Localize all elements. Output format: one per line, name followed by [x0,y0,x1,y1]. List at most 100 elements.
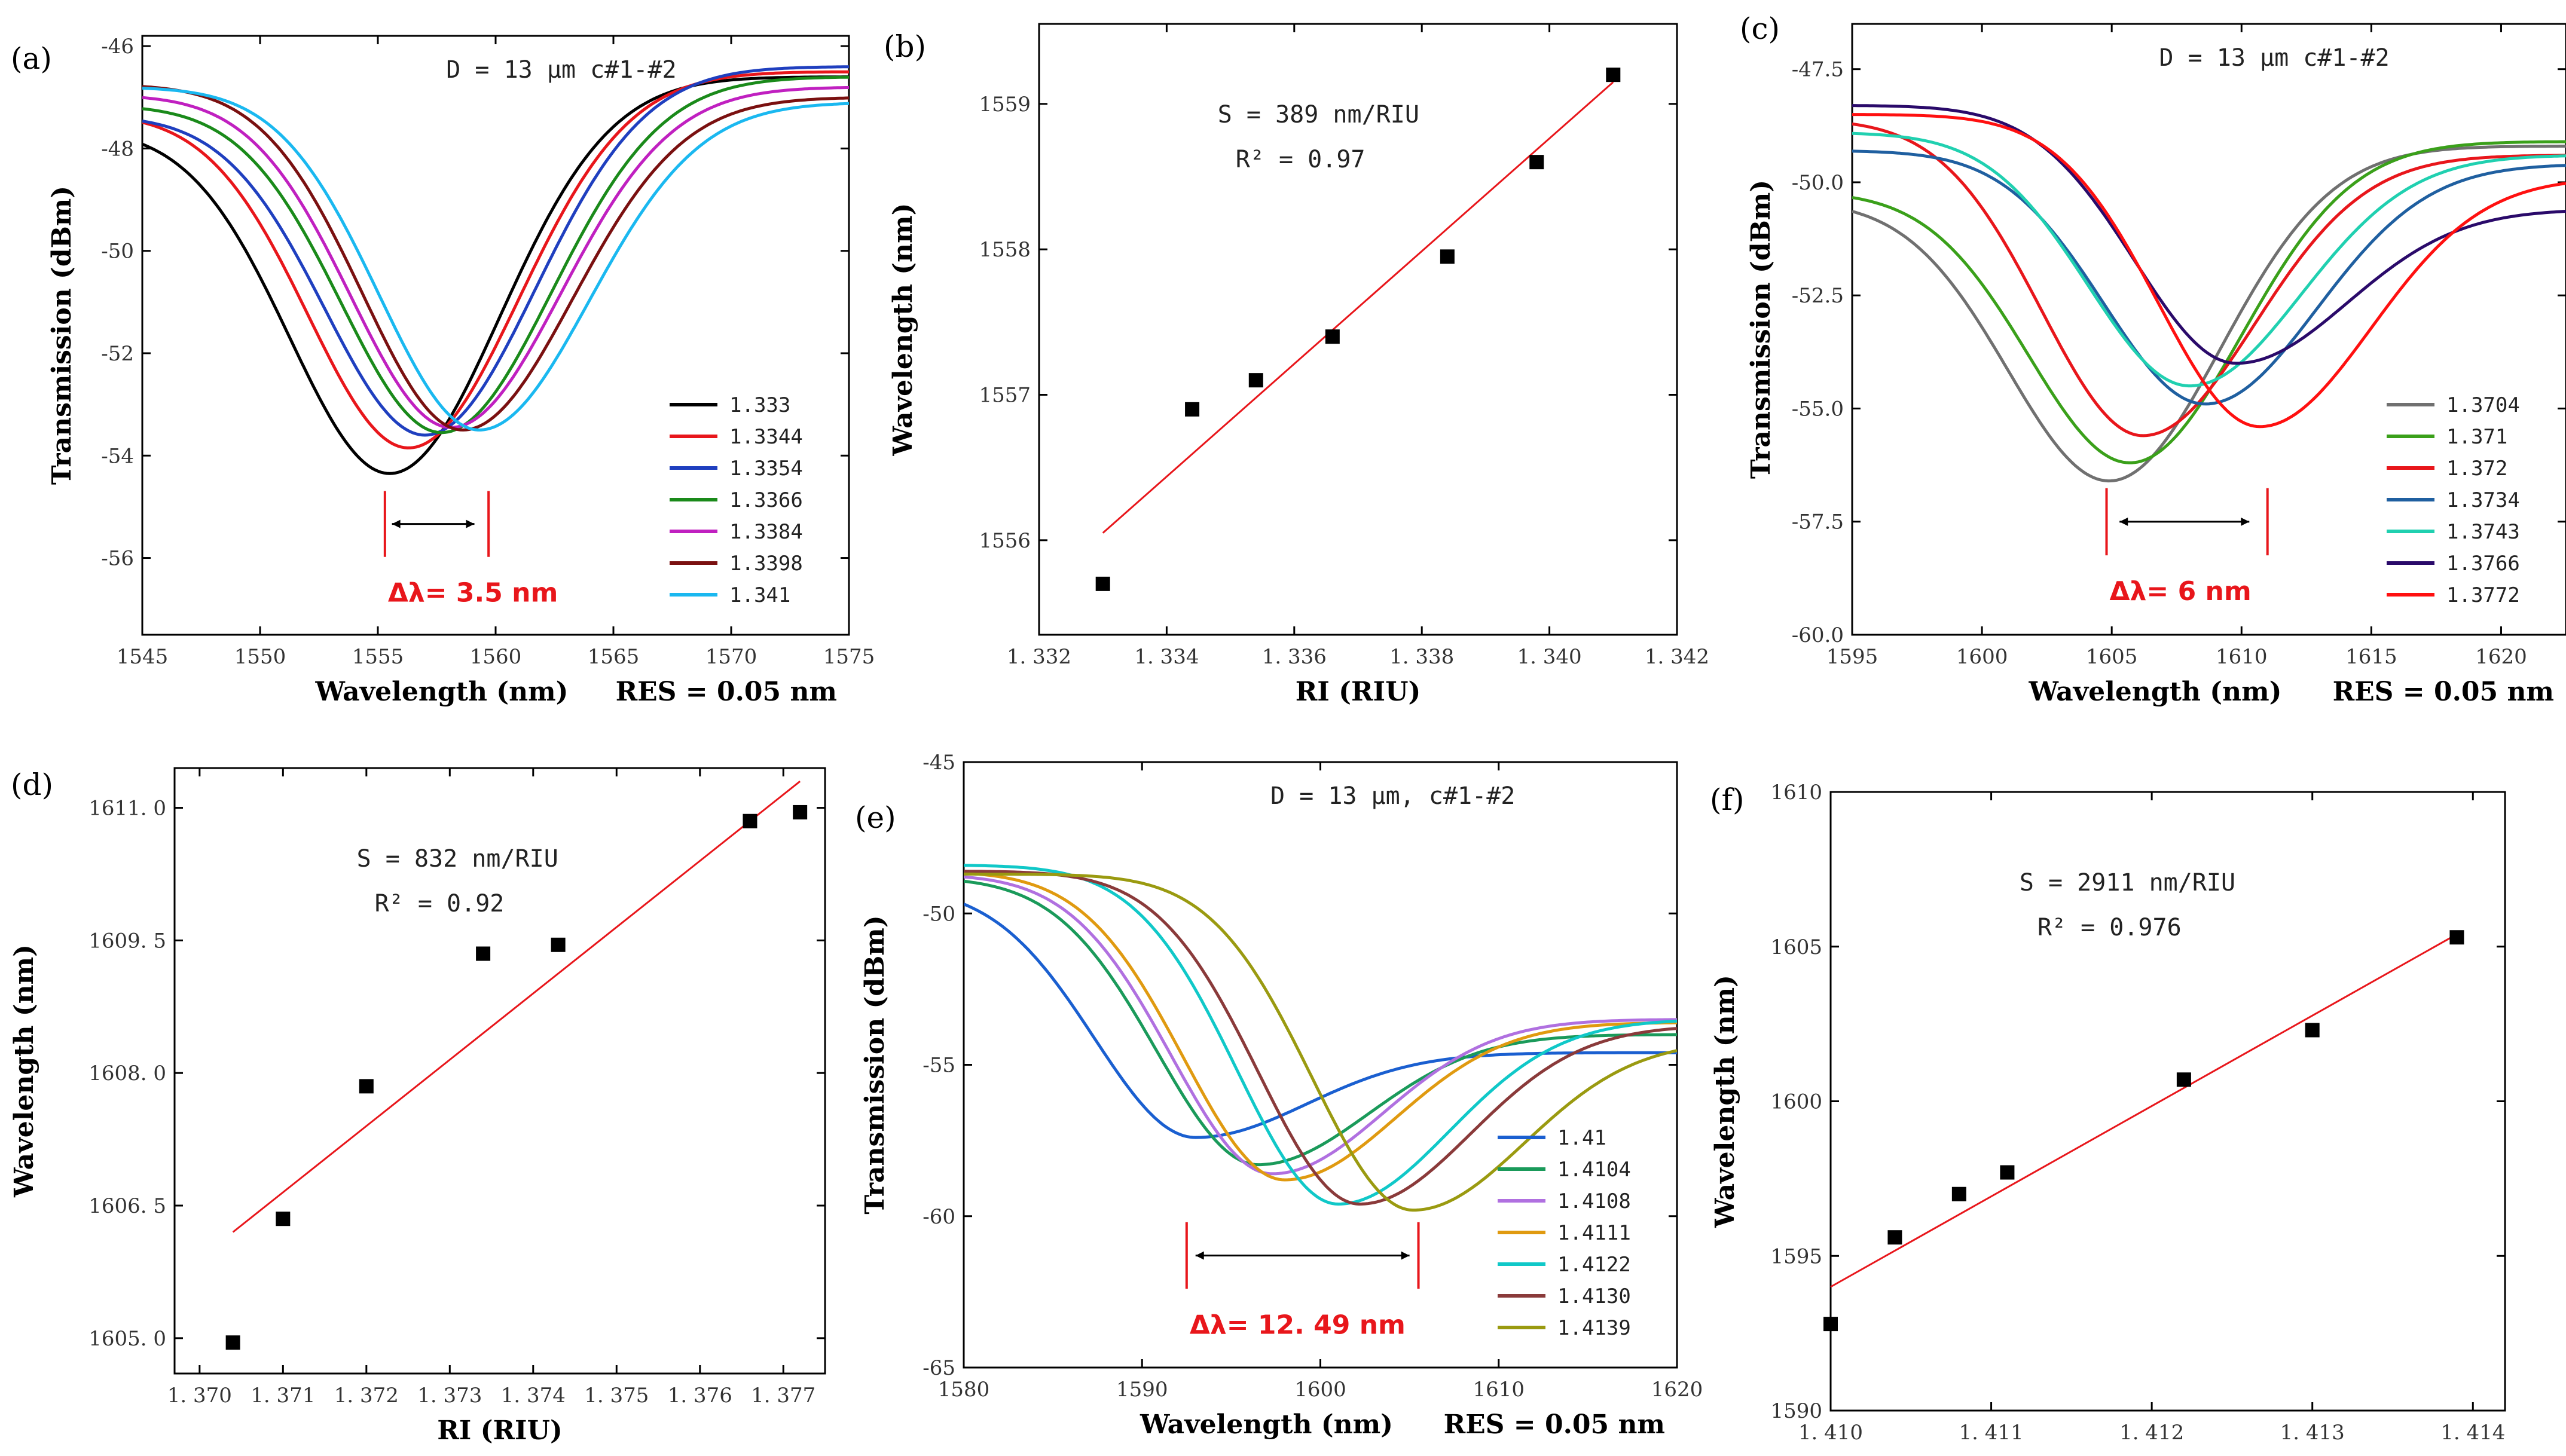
panel-label: (b) [884,29,926,64]
x-tick-label: 1. 414 [2440,1421,2505,1445]
data-point [1823,1317,1838,1332]
x-tick-label: 1. 371 [251,1384,315,1408]
legend-label: 1.3354 [729,457,803,481]
y-tick-label: -50 [922,902,955,926]
legend-label: 1.41 [1557,1126,1606,1150]
chart-panel-5: 1580 1590 1600 1610 1620 -45 -50 -55 -60 -65 (e) Wa… [855,751,1703,1440]
delta-lambda-label: Δλ= 12. 49 nm [1190,1310,1406,1340]
panel-label: (a) [11,41,52,76]
annotation-text: D = 13 μm c#1-#2 [446,56,676,84]
legend-label: 1.4104 [1557,1158,1631,1182]
panel-label: (e) [855,800,896,835]
x-tick-label: 1. 338 [1389,645,1454,669]
legend-label: 1.3766 [2446,552,2520,576]
x-tick-label: 1. 410 [1798,1421,1863,1445]
x-tick-label: 1. 342 [1645,645,1709,669]
y-tick-label: -46 [101,35,134,59]
plot-frame [141,35,850,636]
y-tick-label: 1590 [1770,1399,1822,1423]
arrow-head-left [1195,1251,1204,1260]
y-tick-label: 1559 [979,93,1031,117]
legend-label: 1.372 [2446,457,2507,481]
x-tick-label: 1605 [2086,645,2138,669]
data-point [276,1212,291,1226]
legend-label: 1.3384 [729,520,803,544]
data-point [476,946,491,961]
y-tick-label: -48 [101,137,134,161]
data-point [1095,576,1110,591]
series-line-1 [142,75,849,475]
arrow-head-right [1401,1251,1410,1260]
series-line-7 [142,87,849,432]
data-point [2305,1023,2320,1038]
y-tick-label: -52.5 [1792,284,1844,308]
legend-label: 1.4122 [1557,1253,1631,1277]
x-tick-label: 1. 334 [1134,645,1199,669]
x-tick-label: 1575 [823,645,875,669]
x-tick-label: 1. 412 [2119,1421,2184,1445]
x-axis-label: Wavelength (nm) [2029,677,2282,707]
arrow-head-right [466,519,475,528]
fit-line [1102,81,1614,534]
y-tick-label: 1611. 0 [88,797,166,821]
legend-label: 1.3772 [2446,583,2520,607]
fit-line [1830,933,2458,1288]
data-point [359,1079,374,1094]
data-point [1440,249,1455,264]
series-line-6 [1852,104,2566,365]
x-tick-label: 1. 336 [1262,645,1327,669]
chart-panel-2: 1. 332 1. 334 1. 336 1. 338 1. 340 1. 342 1556… [884,23,1709,707]
sensitivity-label: S = 832 nm/RIU [357,845,558,873]
y-tick-label: 1605 [1770,935,1822,959]
annotation-text: D = 13 μm, c#1-#2 [1270,782,1515,810]
arrow-head-right [2241,517,2250,526]
y-tick-label: -60 [922,1205,955,1229]
series-line-5 [142,86,849,429]
series-line-2 [964,879,1677,1167]
x-tick-label: 1620 [1651,1378,1703,1402]
y-axis-label: Transmission (dBm) [860,915,890,1214]
data-point [1606,68,1621,82]
x-tick-label: 1560 [470,645,522,669]
y-tick-label: -60.0 [1792,623,1844,647]
x-tick-label: 1. 340 [1517,645,1582,669]
r-squared-label: R² = 0.976 [2037,914,2182,941]
x-tick-label: 1550 [234,645,286,669]
legend-label: 1.3366 [729,488,803,512]
delta-lambda-label: Δλ= 3.5 nm [388,578,558,608]
data-point [1248,373,1263,388]
legend-label: 1.3734 [2446,488,2520,512]
data-point [225,1335,240,1350]
x-tick-label: 1. 372 [334,1384,399,1408]
panel-label: (d) [11,767,53,802]
y-tick-label: -65 [922,1356,955,1380]
series-line-3 [142,65,849,437]
series-line-2 [142,70,849,449]
legend-label: 1.3743 [2446,520,2520,544]
y-tick-label: -47.5 [1792,58,1844,82]
y-tick-label: 1609. 5 [88,929,166,953]
x-tick-label: 1. 413 [2280,1421,2345,1445]
series-line-1 [964,903,1677,1139]
arrow-head-left [2119,517,2128,526]
x-tick-label: 1. 332 [1007,645,1071,669]
x-tick-label: 1. 374 [501,1384,566,1408]
chart-panel-3: 1595 1600 1605 1610 1615 1620 -47.5 -50.0 -52.5 -… [1740,11,2566,707]
x-tick-label: 1. 370 [167,1384,232,1408]
legend-label: 1.371 [2446,425,2507,449]
series-line-3 [964,875,1677,1176]
data-point [2000,1165,2015,1180]
data-point [1529,155,1544,170]
series-line-4 [1852,149,2566,406]
data-point [743,813,757,828]
y-tick-label: -55.0 [1792,397,1844,421]
sensitivity-label: S = 389 nm/RIU [1218,101,1419,129]
x-axis-label: RI (RIU) [437,1415,563,1446]
annotation-text: D = 13 μm c#1-#2 [2159,44,2389,72]
data-point [551,937,566,952]
fit-line [232,781,801,1233]
series-line-4 [964,871,1677,1182]
x-tick-label: 1. 373 [417,1384,482,1408]
x-tick-label: 1610 [2216,645,2268,669]
series-line-6 [964,870,1677,1206]
